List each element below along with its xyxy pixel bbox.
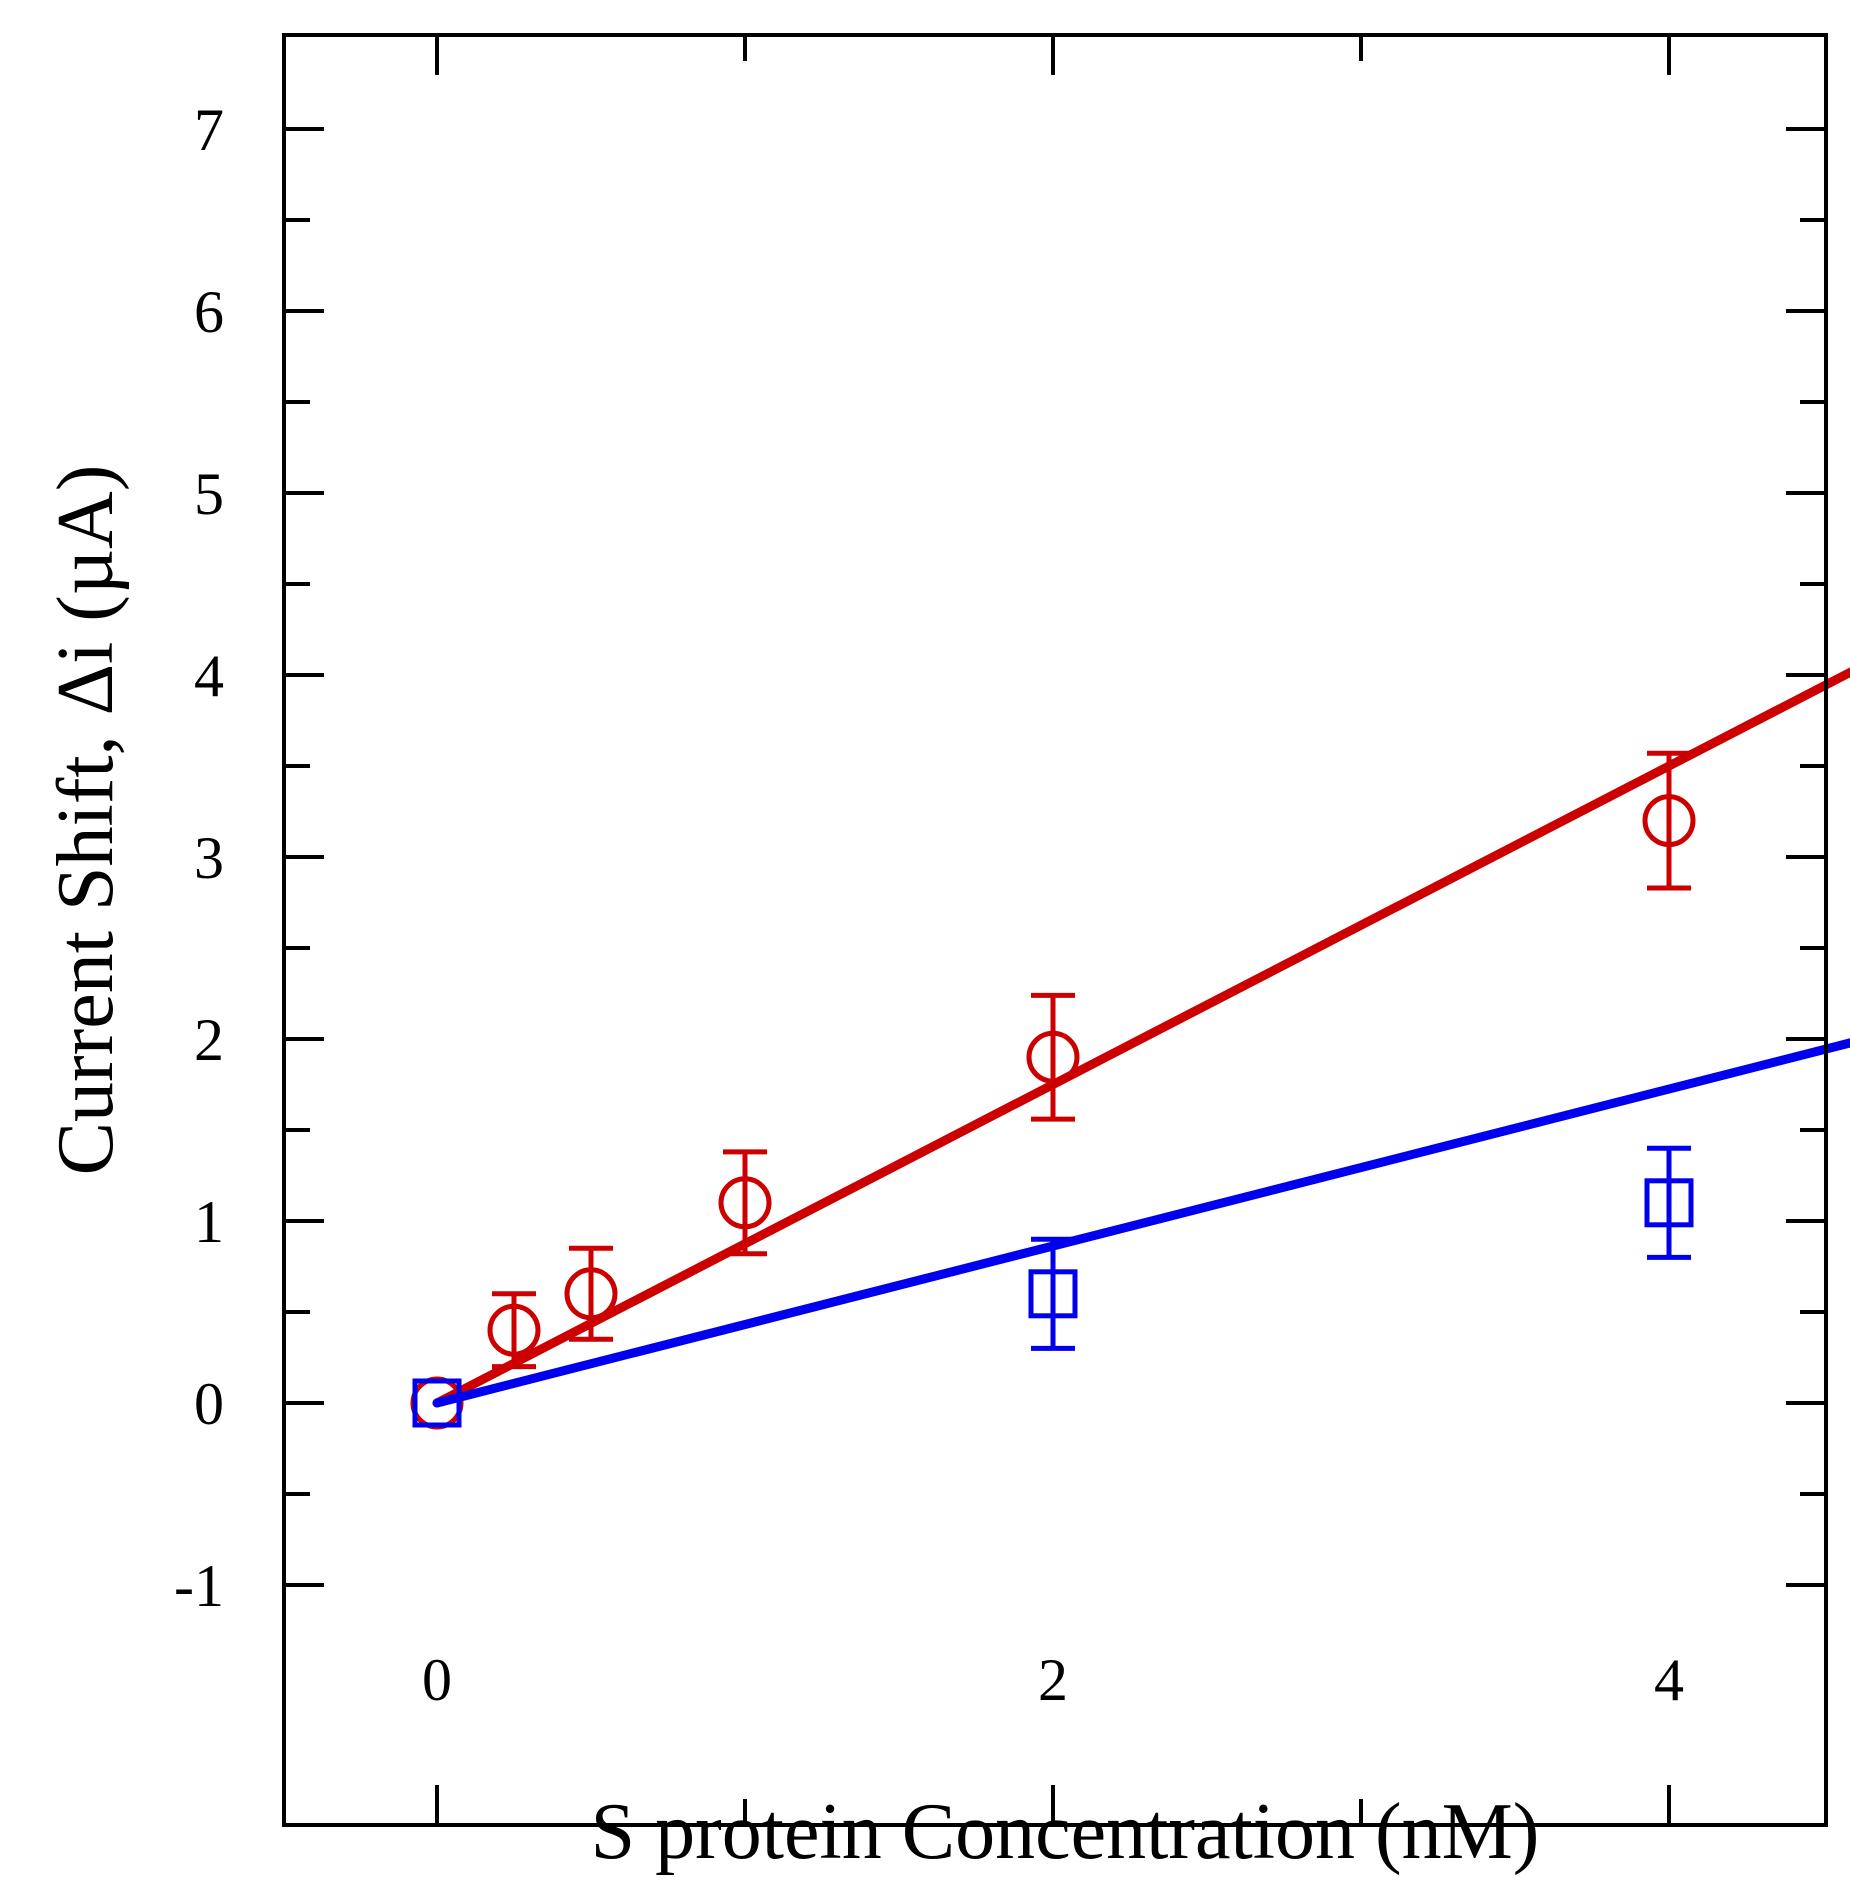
y-tick-label: 1 — [194, 1189, 224, 1255]
y-tick-label: 5 — [194, 461, 224, 527]
series-blue-squares — [412, 1038, 1850, 1428]
y-tick-label: -1 — [174, 1553, 224, 1619]
fit-line — [432, 667, 1850, 1408]
x-tick-label: 0 — [422, 1647, 452, 1713]
y-tick-label: 3 — [194, 825, 224, 891]
data-point-circle — [1642, 794, 1696, 848]
x-tick-labels: 02468 — [422, 1647, 1684, 1713]
y-axis-title: Current Shift, Δi (µA) — [42, 465, 130, 1176]
y-tick-label: 6 — [194, 279, 224, 345]
series-red-circles — [410, 667, 1850, 1430]
data-point-square — [1644, 1178, 1694, 1228]
fit-line — [432, 1038, 1850, 1408]
data-point-circle — [718, 1176, 772, 1230]
data-point-square — [1028, 1269, 1078, 1319]
y-tick-label: 2 — [194, 1007, 224, 1073]
plot-frame — [282, 33, 1828, 1827]
y-tick-labels: -1 0 1 2 3 4 5 6 7 — [174, 97, 224, 1619]
x-axis-title: S protein Concentration (nM) — [591, 1788, 1540, 1876]
series-layer — [410, 667, 1850, 1430]
y-tick-label: 0 — [194, 1371, 224, 1437]
x-tick-label: 4 — [1654, 1647, 1684, 1713]
x-tick-label: 2 — [1038, 1647, 1068, 1713]
y-tick-label: 7 — [194, 97, 224, 163]
data-point-circle — [487, 1303, 541, 1357]
y-tick-label: 4 — [194, 643, 224, 709]
data-point-square — [412, 1378, 462, 1428]
data-point-circle — [1026, 1030, 1080, 1084]
axis-ticks — [284, 35, 1826, 1825]
data-point-circle — [564, 1267, 618, 1321]
